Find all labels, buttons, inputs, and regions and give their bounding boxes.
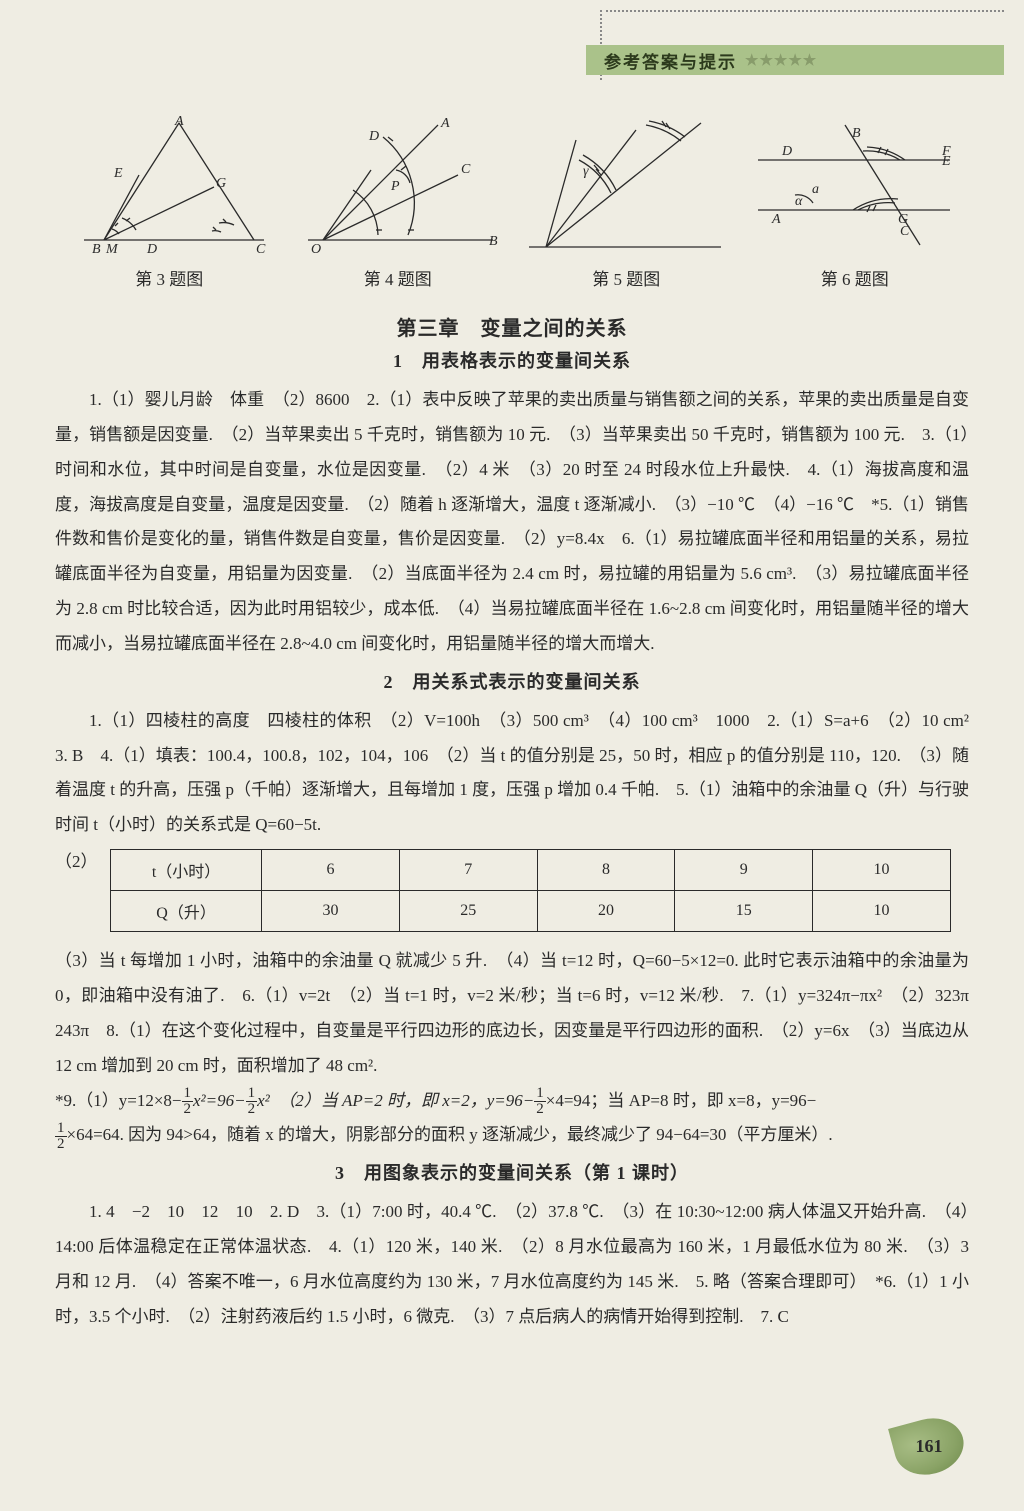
table-header: 10 xyxy=(813,850,951,891)
page-container: 参考答案与提示 ★★★★★ xyxy=(0,0,1024,1511)
frac-num: 1 xyxy=(182,1086,194,1102)
section2-q9: *9.（1）y=12×8−12x²=96−12x² （2）当 AP=2 时，即 … xyxy=(55,1084,969,1154)
table-cell: 25 xyxy=(399,891,537,932)
svg-text:γ: γ xyxy=(583,164,589,179)
figure-4: A B C D O P xyxy=(293,115,503,255)
q9-seg-c: x² （2）当 AP=2 时，即 x=2，y=96− xyxy=(257,1091,534,1110)
svg-text:M: M xyxy=(105,242,119,255)
page-number-value: 161 xyxy=(916,1436,943,1457)
svg-text:P: P xyxy=(390,179,400,194)
svg-text:D: D xyxy=(146,242,157,255)
frac-den: 2 xyxy=(534,1102,546,1117)
table-header: 7 xyxy=(399,850,537,891)
svg-text:A: A xyxy=(771,212,781,227)
table-header: 6 xyxy=(262,850,400,891)
decor-dotted-horizontal xyxy=(606,10,1004,42)
table-cell: 15 xyxy=(675,891,813,932)
svg-text:D: D xyxy=(368,129,379,144)
table-header: 8 xyxy=(537,850,675,891)
section1-text: 1.（1）婴儿月龄 体重 （2）8600 2.（1）表中反映了苹果的卖出质量与销… xyxy=(55,383,969,662)
svg-text:B: B xyxy=(489,234,498,249)
svg-text:A: A xyxy=(174,115,184,129)
page-number: 161 xyxy=(894,1416,964,1476)
svg-text:F: F xyxy=(941,144,951,159)
frac-den: 2 xyxy=(55,1137,67,1152)
caption-3: 第 3 题图 xyxy=(64,265,274,290)
section3-text: 1. 4 −2 10 12 10 2. D 3.（1）7:00 时，40.4 ℃… xyxy=(55,1195,969,1334)
svg-text:B: B xyxy=(92,242,101,255)
svg-text:C: C xyxy=(461,162,471,177)
table-cell: Q（升） xyxy=(111,891,262,932)
q9-seg-a: *9.（1）y=12×8− xyxy=(55,1091,182,1110)
frac-den: 2 xyxy=(246,1102,258,1117)
frac-half: 12 xyxy=(182,1086,194,1117)
frac-num: 1 xyxy=(246,1086,258,1102)
svg-text:G: G xyxy=(216,176,226,191)
q9-seg-d: ×4=94；当 AP=8 时，即 x=8，y=96− xyxy=(546,1091,817,1110)
data-table: t（小时） 6 7 8 9 10 Q（升） 30 25 20 15 10 xyxy=(110,849,951,932)
figures-row: A B C E G M D xyxy=(55,115,969,255)
frac-half: 12 xyxy=(55,1121,67,1152)
chapter-title: 第三章 变量之间的关系 xyxy=(55,312,969,341)
svg-text:O: O xyxy=(311,242,321,255)
svg-text:D: D xyxy=(781,144,792,159)
captions-row: 第 3 题图 第 4 题图 第 5 题图 第 6 题图 xyxy=(55,265,969,290)
svg-text:G: G xyxy=(898,212,908,227)
svg-text:α: α xyxy=(795,194,803,209)
table-header: t（小时） xyxy=(111,850,262,891)
svg-text:B: B xyxy=(852,126,861,141)
table-row: Q（升） 30 25 20 15 10 xyxy=(111,891,951,932)
caption-4: 第 4 题图 xyxy=(293,265,503,290)
table-header: 9 xyxy=(675,850,813,891)
section3-title: 3 用图象表示的变量间关系（第 1 课时） xyxy=(55,1159,969,1185)
table-label: （2） xyxy=(55,843,110,872)
header-band: 参考答案与提示 ★★★★★ xyxy=(586,45,1004,75)
figure-6: A B C D E F G α a xyxy=(750,115,960,255)
figure-3: A B C E G M D xyxy=(64,115,274,255)
section2-title: 2 用关系式表示的变量间关系 xyxy=(55,668,969,694)
frac-half: 12 xyxy=(246,1086,258,1117)
section2-text-pre: 1.（1）四棱柱的高度 四棱柱的体积 （2）V=100h （3）500 cm³ … xyxy=(55,704,969,843)
table-cell: 10 xyxy=(813,891,951,932)
caption-6: 第 6 题图 xyxy=(750,265,960,290)
table-cell: 30 xyxy=(262,891,400,932)
svg-text:A: A xyxy=(440,116,450,131)
figure-5: γ xyxy=(521,115,731,255)
header-stars: ★★★★★ xyxy=(745,51,817,70)
table-wrapper: （2） t（小时） 6 7 8 9 10 Q（升） 30 25 20 15 10 xyxy=(55,843,969,944)
svg-text:C: C xyxy=(256,242,266,255)
table-cell: 20 xyxy=(537,891,675,932)
caption-5: 第 5 题图 xyxy=(521,265,731,290)
q9-seg-b: x²=96− xyxy=(193,1091,246,1110)
svg-text:E: E xyxy=(113,166,123,181)
header-title: 参考答案与提示 xyxy=(604,48,737,73)
table-row: t（小时） 6 7 8 9 10 xyxy=(111,850,951,891)
frac-den: 2 xyxy=(182,1102,194,1117)
section2-text-post-a: （3）当 t 每增加 1 小时，油箱中的余油量 Q 就减少 5 升. （4）当 … xyxy=(55,944,969,1083)
q9-seg-e: ×64=64. 因为 94>64，随着 x 的增大，阴影部分的面积 y 逐渐减少… xyxy=(67,1125,833,1144)
frac-num: 1 xyxy=(534,1086,546,1102)
section1-title: 1 用表格表示的变量间关系 xyxy=(55,347,969,373)
svg-text:a: a xyxy=(812,182,819,197)
frac-num: 1 xyxy=(55,1121,67,1137)
frac-half: 12 xyxy=(534,1086,546,1117)
content-area: A B C E G M D xyxy=(55,115,969,1335)
